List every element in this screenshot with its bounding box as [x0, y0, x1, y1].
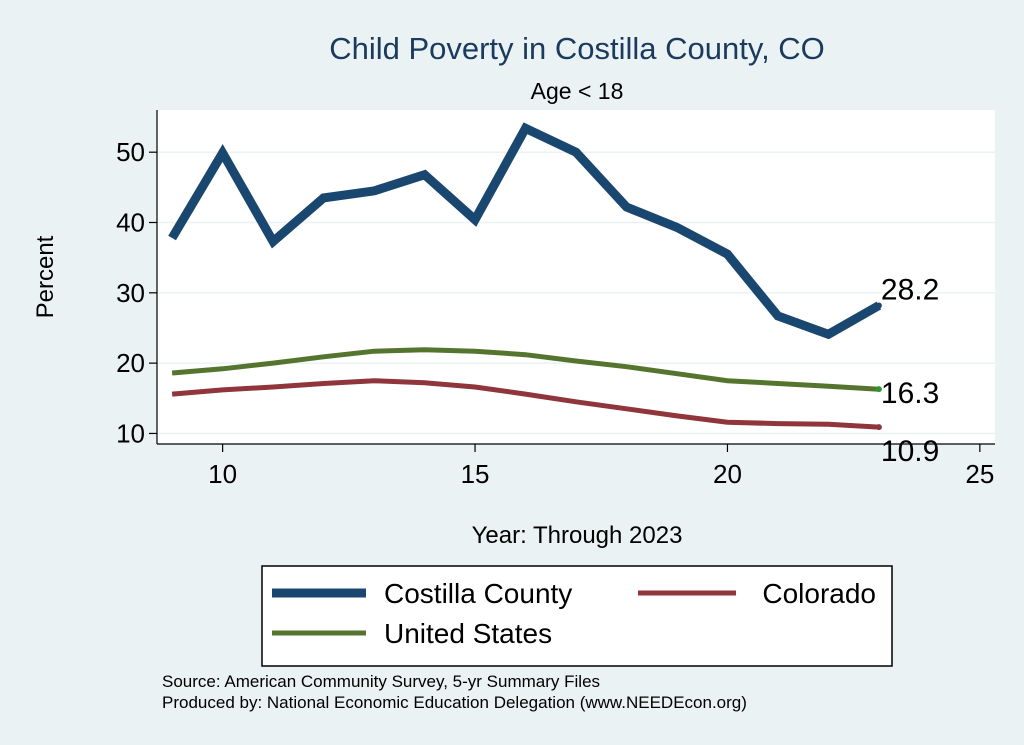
- legend-label-us: United States: [384, 618, 552, 649]
- y-axis-title: Percent: [32, 235, 59, 318]
- x-tick-label: 15: [461, 459, 490, 489]
- plot-area: [157, 110, 995, 444]
- x-tick-label: 25: [965, 459, 994, 489]
- end-labels: 28.2 16.3 10.9: [881, 273, 939, 468]
- legend-box: [261, 565, 893, 667]
- y-tick-label: 40: [116, 208, 145, 238]
- legend-label-costilla: Costilla County: [384, 578, 572, 609]
- series-line-costilla-county: [168, 122, 882, 340]
- series-layer: [168, 122, 882, 431]
- y-tick-label: 50: [116, 137, 145, 167]
- y-tick-label: 30: [116, 278, 145, 308]
- end-point-costilla-county: [875, 302, 882, 309]
- end-label-costilla-county: 28.2: [881, 273, 939, 306]
- y-tick-label: 10: [116, 418, 145, 448]
- source-line-1: Source: American Community Survey, 5-yr …: [162, 672, 600, 691]
- axes: 10 20 30 40 50 10 15 20 25: [116, 110, 995, 489]
- legend: Costilla County Colorado United States: [261, 565, 893, 667]
- x-tick-label: 20: [713, 459, 742, 489]
- chart-subtitle: Age < 18: [531, 78, 624, 104]
- x-axis-title: Year: Through 2023: [472, 522, 683, 549]
- end-point-colorado: [875, 424, 882, 431]
- end-label-colorado: 10.9: [881, 435, 939, 468]
- source-line-2: Produced by: National Economic Education…: [162, 693, 747, 712]
- end-point-united-states: [875, 386, 882, 393]
- series-line-united-states: [171, 347, 880, 392]
- x-tick-label: 10: [208, 459, 237, 489]
- series-line-colorado: [171, 378, 880, 430]
- legend-label-colorado: Colorado: [762, 578, 876, 609]
- end-label-united-states: 16.3: [881, 377, 939, 410]
- chart-title: Child Poverty in Costilla County, CO: [329, 31, 825, 66]
- y-tick-label: 20: [116, 348, 145, 378]
